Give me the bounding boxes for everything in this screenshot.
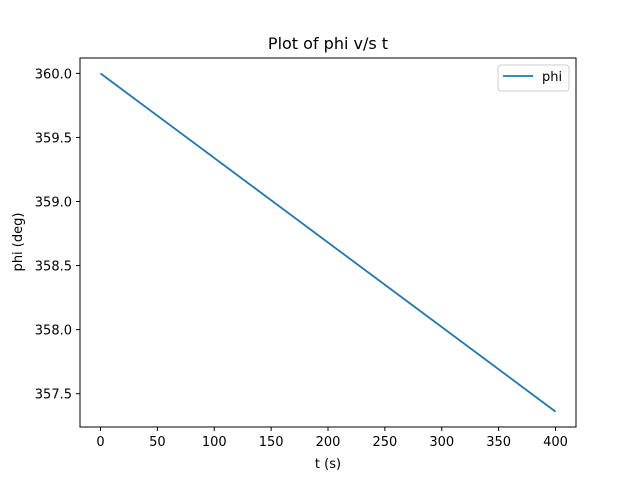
series-lines bbox=[99, 72, 557, 413]
x-axis-label: t (s) bbox=[315, 457, 341, 472]
y-axis-label: phi (deg) bbox=[11, 213, 26, 272]
y-tick-label: 360.0 bbox=[35, 67, 72, 82]
y-tick-label: 357.5 bbox=[35, 388, 72, 403]
x-tick-label: 350 bbox=[486, 435, 511, 450]
x-tick-label: 0 bbox=[96, 435, 104, 450]
x-tick-label: 200 bbox=[316, 435, 341, 450]
legend: phi bbox=[497, 64, 570, 92]
y-axis-ticks: 357.5 358.0 358.5 359.0 359.5 360.0 bbox=[35, 67, 80, 403]
y-tick-label: 358.5 bbox=[35, 260, 72, 275]
y-tick-label: 359.5 bbox=[35, 131, 72, 146]
y-tick-label: 358.0 bbox=[35, 324, 72, 339]
x-tick-label: 300 bbox=[429, 435, 454, 450]
chart-title: Plot of phi v/s t bbox=[268, 34, 388, 53]
x-tick-label: 50 bbox=[149, 435, 166, 450]
x-tick-label: 150 bbox=[259, 435, 284, 450]
y-tick-label: 359.0 bbox=[35, 196, 72, 211]
legend-label-phi: phi bbox=[542, 70, 562, 85]
x-tick-label: 250 bbox=[372, 435, 397, 450]
x-axis-ticks: 0 50 100 150 200 250 300 350 400 bbox=[96, 427, 568, 450]
x-tick-label: 400 bbox=[543, 435, 568, 450]
legend-box bbox=[497, 64, 570, 92]
series-line-phi bbox=[99, 72, 557, 413]
x-tick-label: 100 bbox=[202, 435, 227, 450]
